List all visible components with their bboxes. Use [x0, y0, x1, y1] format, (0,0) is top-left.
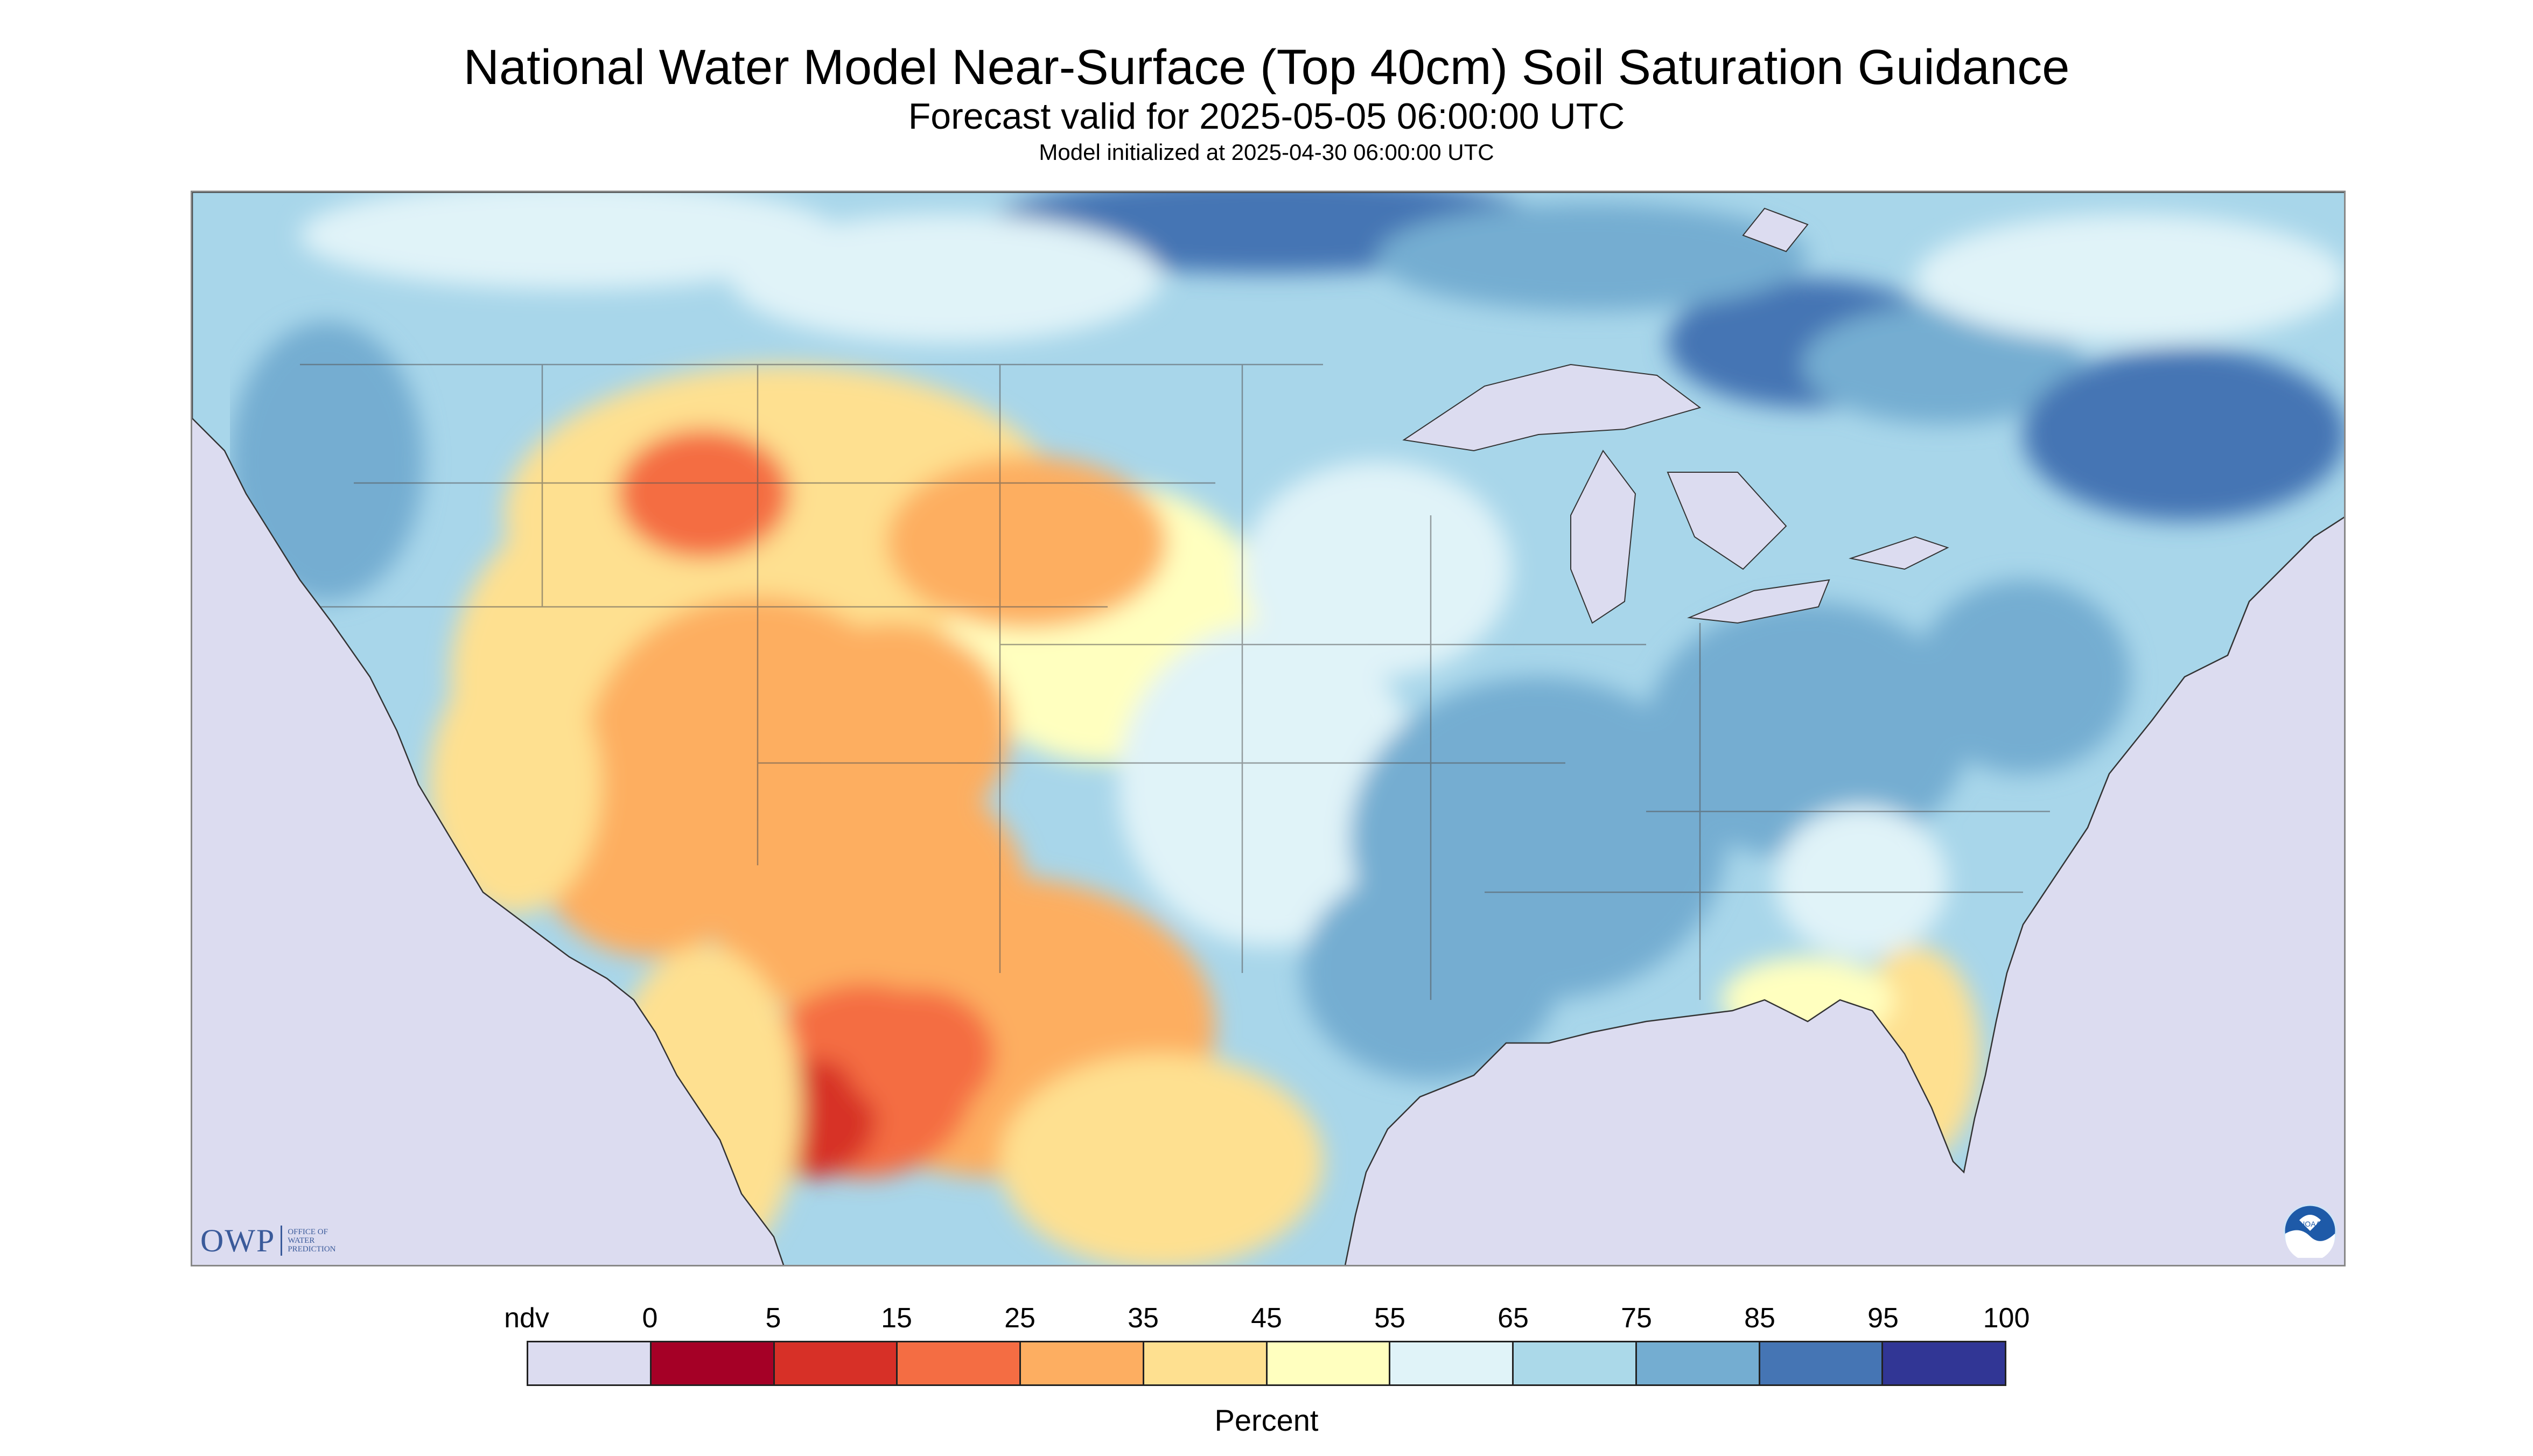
legend-swatch [1021, 1342, 1144, 1384]
legend-label-ndv: ndv [504, 1303, 549, 1334]
legend-label: 45 [1251, 1303, 1282, 1334]
legend-label: 55 [1374, 1303, 1405, 1334]
legend-swatch [1390, 1342, 1514, 1384]
model-init-time: Model initialized at 2025-04-30 06:00:00… [1039, 139, 1494, 165]
owp-logo: OWP OFFICE OF WATER PREDICTION [200, 1223, 336, 1258]
soil-saturation-map[interactable] [191, 191, 2346, 1266]
map-canvas [192, 192, 2344, 1265]
noaa-logo-icon: NOAA [2283, 1204, 2337, 1258]
owp-text: OFFICE OF WATER PREDICTION [288, 1228, 336, 1254]
legend-swatch [1883, 1342, 2005, 1384]
legend-label: 35 [1128, 1303, 1159, 1334]
legend-label: 15 [881, 1303, 912, 1334]
legend-label: 0 [642, 1303, 658, 1334]
legend-label: 25 [1004, 1303, 1035, 1334]
forecast-valid-time: Forecast valid for 2025-05-05 06:00:00 U… [908, 96, 1625, 137]
legend-swatch [651, 1342, 775, 1384]
legend-swatch [1144, 1342, 1268, 1384]
legend-label: 100 [1983, 1303, 2030, 1334]
owp-divider [281, 1226, 283, 1256]
saturation-field [192, 192, 2344, 1265]
legend-label: 85 [1744, 1303, 1775, 1334]
legend-swatch [528, 1342, 652, 1384]
legend-swatch [1514, 1342, 1637, 1384]
legend-swatch [1267, 1342, 1391, 1384]
owp-mark: OWP [200, 1222, 276, 1258]
legend-swatch [1760, 1342, 1884, 1384]
great-lakes [1402, 207, 1949, 624]
legend-label: 5 [765, 1303, 781, 1334]
svg-text:NOAA: NOAA [2299, 1220, 2321, 1228]
legend-label: 65 [1498, 1303, 1529, 1334]
legend-swatch [1636, 1342, 1760, 1384]
legend-label: 75 [1621, 1303, 1652, 1334]
state-borders [273, 363, 2050, 1000]
legend-label: 95 [1867, 1303, 1899, 1334]
color-legend [527, 1341, 2006, 1386]
legend-swatch [898, 1342, 1021, 1384]
legend-swatch [774, 1342, 898, 1384]
legend-units: Percent [1214, 1403, 1319, 1437]
map-title: National Water Model Near-Surface (Top 4… [463, 40, 2070, 95]
